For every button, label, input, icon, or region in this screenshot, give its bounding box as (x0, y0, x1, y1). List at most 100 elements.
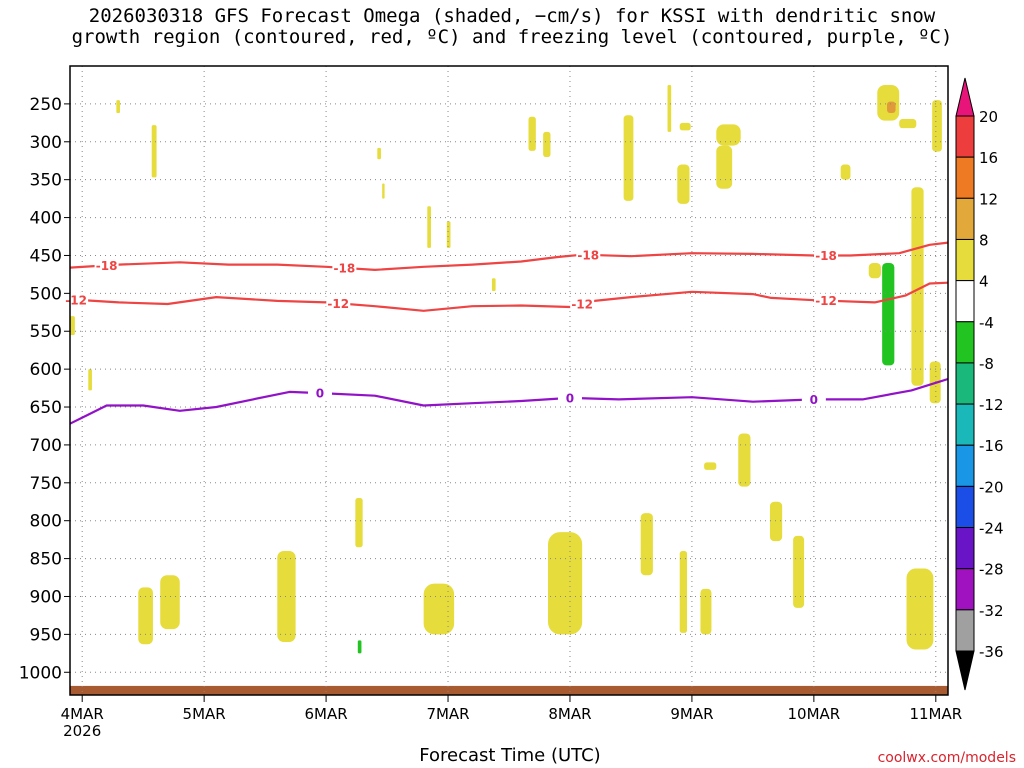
colorbar-swatch-0 (955, 115, 975, 158)
plot-frame (69, 65, 949, 696)
colorbar-swatch-9 (955, 485, 975, 529)
omega-region-11 (427, 206, 431, 248)
y-tick-label-7: 600 (30, 360, 62, 380)
omega-region-21 (679, 122, 691, 131)
omega-region-0 (116, 100, 120, 113)
colorbar: 20 16 12 8 4 -4 -8 -12 -16 -20 -24 -28 -32 -36 (955, 77, 1004, 691)
colorbar-top-arrow (955, 77, 975, 117)
contour-dgz-1 (69, 281, 949, 312)
contour-label-bg-2-0 (307, 386, 332, 401)
contour-freezing-2 (69, 377, 949, 425)
omega-region-28 (738, 433, 751, 487)
y-tick-label-13: 900 (30, 587, 62, 607)
contour-label-0-2: -18 (577, 248, 599, 262)
omega-region-12 (446, 221, 451, 248)
contour-label-1-2: -12 (571, 297, 593, 311)
colorbar-label-5: -4 (979, 314, 994, 332)
x-tick-label-2: 6MAR (304, 705, 347, 723)
x-tick-label-0: 4MAR (61, 705, 104, 723)
colorbar-label-2: 12 (979, 190, 998, 208)
colorbar-swatch-11 (955, 568, 975, 611)
x-axis-title: Forecast Time (UTC) (419, 745, 601, 766)
contour-label-0-0: -18 (96, 259, 118, 273)
omega-region-37 (911, 187, 924, 386)
omega-region-16 (543, 131, 551, 157)
y-tick-label-5: 500 (30, 284, 62, 304)
colorbar-label-4: 4 (979, 273, 989, 291)
omega-region-32 (868, 263, 881, 279)
contour-layer: -18 -18 -18 -18 -12 -12 -12 -12 0 0 0 (64, 241, 949, 425)
grid-layer (70, 66, 948, 695)
colorbar-label-9: -20 (979, 478, 1004, 496)
y-tick-label-1: 300 (30, 133, 62, 153)
y-tick-label-11: 800 (30, 512, 62, 532)
omega-region-29 (769, 501, 783, 542)
omega-region-38 (906, 568, 934, 650)
credit-text: coolwx.com/models (877, 750, 1016, 766)
colorbar-label-8: -16 (979, 437, 1004, 455)
y-tick-label-3: 400 (30, 209, 62, 229)
x-tick-sublabel-0: 2026 (63, 722, 101, 740)
colorbar-swatch-10 (955, 527, 975, 570)
omega-region-27 (716, 145, 733, 189)
omega-region-19 (640, 513, 653, 576)
chart-title: 2026030318 GFS Forecast Omega (shaded, −… (0, 6, 1024, 48)
omega-region-3 (88, 369, 92, 391)
contour-label-bg-1-1 (326, 296, 351, 311)
y-tick-label-14: 950 (30, 625, 62, 645)
omega-region-26 (716, 124, 741, 146)
colorbar-label-10: -24 (979, 520, 1004, 538)
omega-region-5 (160, 575, 180, 630)
y-tick-label-9: 700 (30, 436, 62, 456)
y-tick-label-8: 650 (30, 398, 62, 418)
colorbar-label-0: 20 (979, 108, 998, 126)
colorbar-label-11: -28 (979, 561, 1004, 579)
x-tick-label-7: 11MAR (909, 705, 962, 723)
omega-region-14 (491, 278, 496, 292)
ground-layer (70, 685, 948, 695)
contour-label-bg-0-2 (576, 247, 601, 262)
omega-region-13 (423, 583, 455, 635)
colorbar-swatch-1 (955, 156, 975, 199)
x-tick-label-1: 5MAR (183, 705, 226, 723)
omega-region-25 (704, 462, 717, 470)
y-tick-label-6: 550 (30, 322, 62, 342)
omega-region-24 (700, 588, 712, 635)
colorbar-swatch-2 (955, 197, 975, 240)
omega-region-10 (382, 183, 385, 199)
omega-region-23 (679, 551, 688, 633)
colorbar-bottom-arrow (955, 650, 975, 691)
omega-region-1 (151, 125, 157, 178)
contour-label-1-3: -12 (815, 294, 837, 308)
omega-region-40 (932, 100, 942, 152)
omega-region-2 (70, 316, 75, 336)
colorbar-label-12: -32 (979, 602, 1004, 620)
omega-region-8 (357, 640, 362, 654)
contour-label-2-0: 0 (316, 387, 324, 401)
colorbar-swatch-6 (955, 362, 975, 405)
contour-label-0-3: -18 (815, 249, 837, 263)
contour-label-bg-0-0 (94, 258, 119, 273)
omega-region-18 (623, 115, 634, 201)
contour-label-1-1: -12 (327, 297, 349, 311)
colorbar-swatch-8 (955, 444, 975, 487)
omega-region-17 (548, 532, 583, 635)
x-tick-label-4: 8MAR (548, 705, 591, 723)
colorbar-label-6: -8 (979, 355, 994, 373)
ground-band (70, 685, 948, 695)
y-tick-label-4: 450 (30, 246, 62, 266)
colorbar-label-3: 8 (979, 231, 989, 249)
contour-label-bg-2-1 (557, 390, 582, 405)
colorbar-label-13: -36 (979, 643, 1004, 661)
omega-region-20 (667, 84, 672, 132)
omega-region-22 (677, 164, 690, 204)
omega-region-7 (355, 497, 363, 548)
contour-label-bg-1-2 (570, 296, 595, 311)
y-tick-label-10: 750 (30, 474, 62, 494)
omega-region-15 (528, 116, 536, 151)
chart-title-line2: growth region (contoured, red, ºC) and f… (71, 26, 953, 48)
chart-title-line1: 2026030318 GFS Forecast Omega (shaded, −… (88, 5, 936, 27)
omega-region-4 (138, 587, 153, 645)
